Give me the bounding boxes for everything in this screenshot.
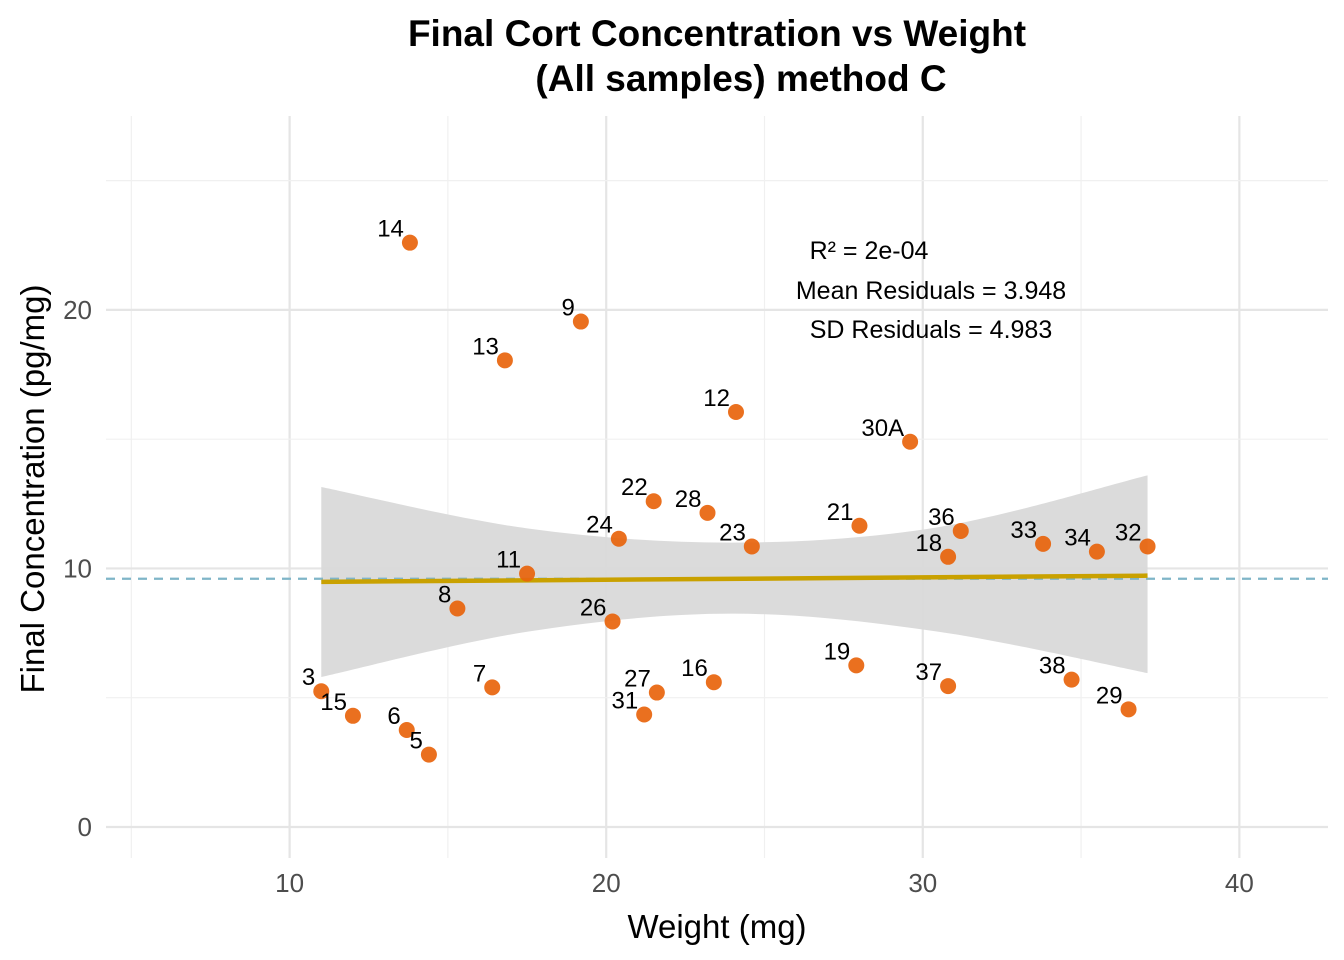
data-point — [648, 684, 665, 701]
data-point — [572, 313, 589, 330]
point-label: 34 — [1064, 525, 1091, 552]
data-point — [848, 657, 865, 674]
mean-residuals-annotation: Mean Residuals = 3.948 — [796, 277, 1066, 305]
point-label: 13 — [472, 333, 499, 360]
point-label: 3 — [302, 664, 315, 691]
point-label: 38 — [1039, 653, 1066, 680]
data-point — [420, 746, 437, 763]
data-point — [705, 674, 722, 691]
line-group — [106, 573, 1328, 585]
data-point — [636, 706, 653, 723]
data-point — [398, 722, 415, 739]
point-label: 16 — [681, 655, 708, 682]
stats-annotation: R² = 2e-04 Mean Residuals = 3.948 SD Res… — [796, 237, 1066, 344]
x-tick-label: 40 — [1225, 868, 1254, 898]
y-tick-label: 20 — [63, 295, 92, 325]
data-point — [519, 565, 536, 582]
x-tick-label: 20 — [592, 868, 621, 898]
point-label: 7 — [473, 660, 486, 687]
point-label: 9 — [562, 295, 575, 322]
data-point — [1063, 671, 1080, 688]
point-label: 6 — [387, 703, 400, 730]
x-tick-label: 10 — [275, 868, 304, 898]
point-label: 29 — [1096, 682, 1123, 709]
data-point — [496, 352, 513, 369]
data-point — [1139, 538, 1156, 555]
point-label: 19 — [824, 638, 851, 665]
data-point — [449, 600, 466, 617]
point-label: 15 — [320, 689, 347, 716]
data-point — [743, 538, 760, 555]
point-label: 12 — [703, 385, 730, 412]
point-label: 22 — [621, 474, 648, 501]
chart-title-line1: Final Cort Concentration vs Weight — [408, 13, 1026, 54]
data-point — [484, 679, 501, 696]
point-label: 8 — [438, 582, 451, 609]
y-tick-label: 10 — [63, 553, 92, 583]
data-point — [604, 613, 621, 630]
data-point — [727, 404, 744, 421]
data-point — [940, 548, 957, 565]
data-point — [313, 683, 330, 700]
point-label: 26 — [580, 594, 607, 621]
point-label: 30A — [861, 415, 904, 442]
point-label: 28 — [675, 486, 702, 513]
point-label: 18 — [915, 530, 942, 557]
point-label: 37 — [915, 659, 942, 686]
sd-residuals-annotation: SD Residuals = 4.983 — [810, 316, 1053, 344]
point-label: 11 — [496, 547, 521, 574]
confidence-band-group — [321, 475, 1148, 678]
data-point — [902, 433, 919, 450]
x-tick-label: 30 — [908, 868, 937, 898]
data-point — [851, 517, 868, 534]
data-point — [699, 504, 716, 521]
point-label: 5 — [410, 728, 423, 755]
regression-fit-line — [321, 573, 1148, 585]
chart-title-line2: (All samples) method C — [535, 58, 946, 99]
data-point — [1035, 535, 1052, 552]
y-axis-title: Final Concentration (pg/mg) — [14, 284, 51, 693]
point-label: 24 — [586, 512, 613, 539]
confidence-band — [321, 475, 1148, 678]
y-tick-label: 0 — [78, 812, 92, 842]
points-group — [313, 234, 1156, 763]
data-point — [940, 678, 957, 695]
point-label: 14 — [377, 216, 404, 243]
data-point — [1120, 701, 1137, 718]
data-point — [645, 493, 662, 510]
grid — [106, 116, 1328, 858]
point-label: 36 — [928, 504, 955, 531]
data-point — [610, 530, 627, 547]
point-label: 31 — [611, 688, 638, 715]
point-label: 21 — [827, 499, 854, 526]
point-label: 33 — [1010, 517, 1037, 544]
point-label: 32 — [1115, 519, 1142, 546]
data-point — [401, 234, 418, 251]
data-point — [344, 707, 361, 724]
data-point — [1088, 543, 1105, 560]
point-label: 27 — [624, 666, 651, 693]
x-axis-title: Weight (mg) — [627, 908, 806, 945]
tick-labels-group: 10 20 30 40 0 10 20 — [63, 295, 1254, 898]
point-label: 23 — [719, 519, 746, 546]
data-point — [952, 522, 969, 539]
r-squared-annotation: R² = 2e-04 — [810, 237, 929, 265]
